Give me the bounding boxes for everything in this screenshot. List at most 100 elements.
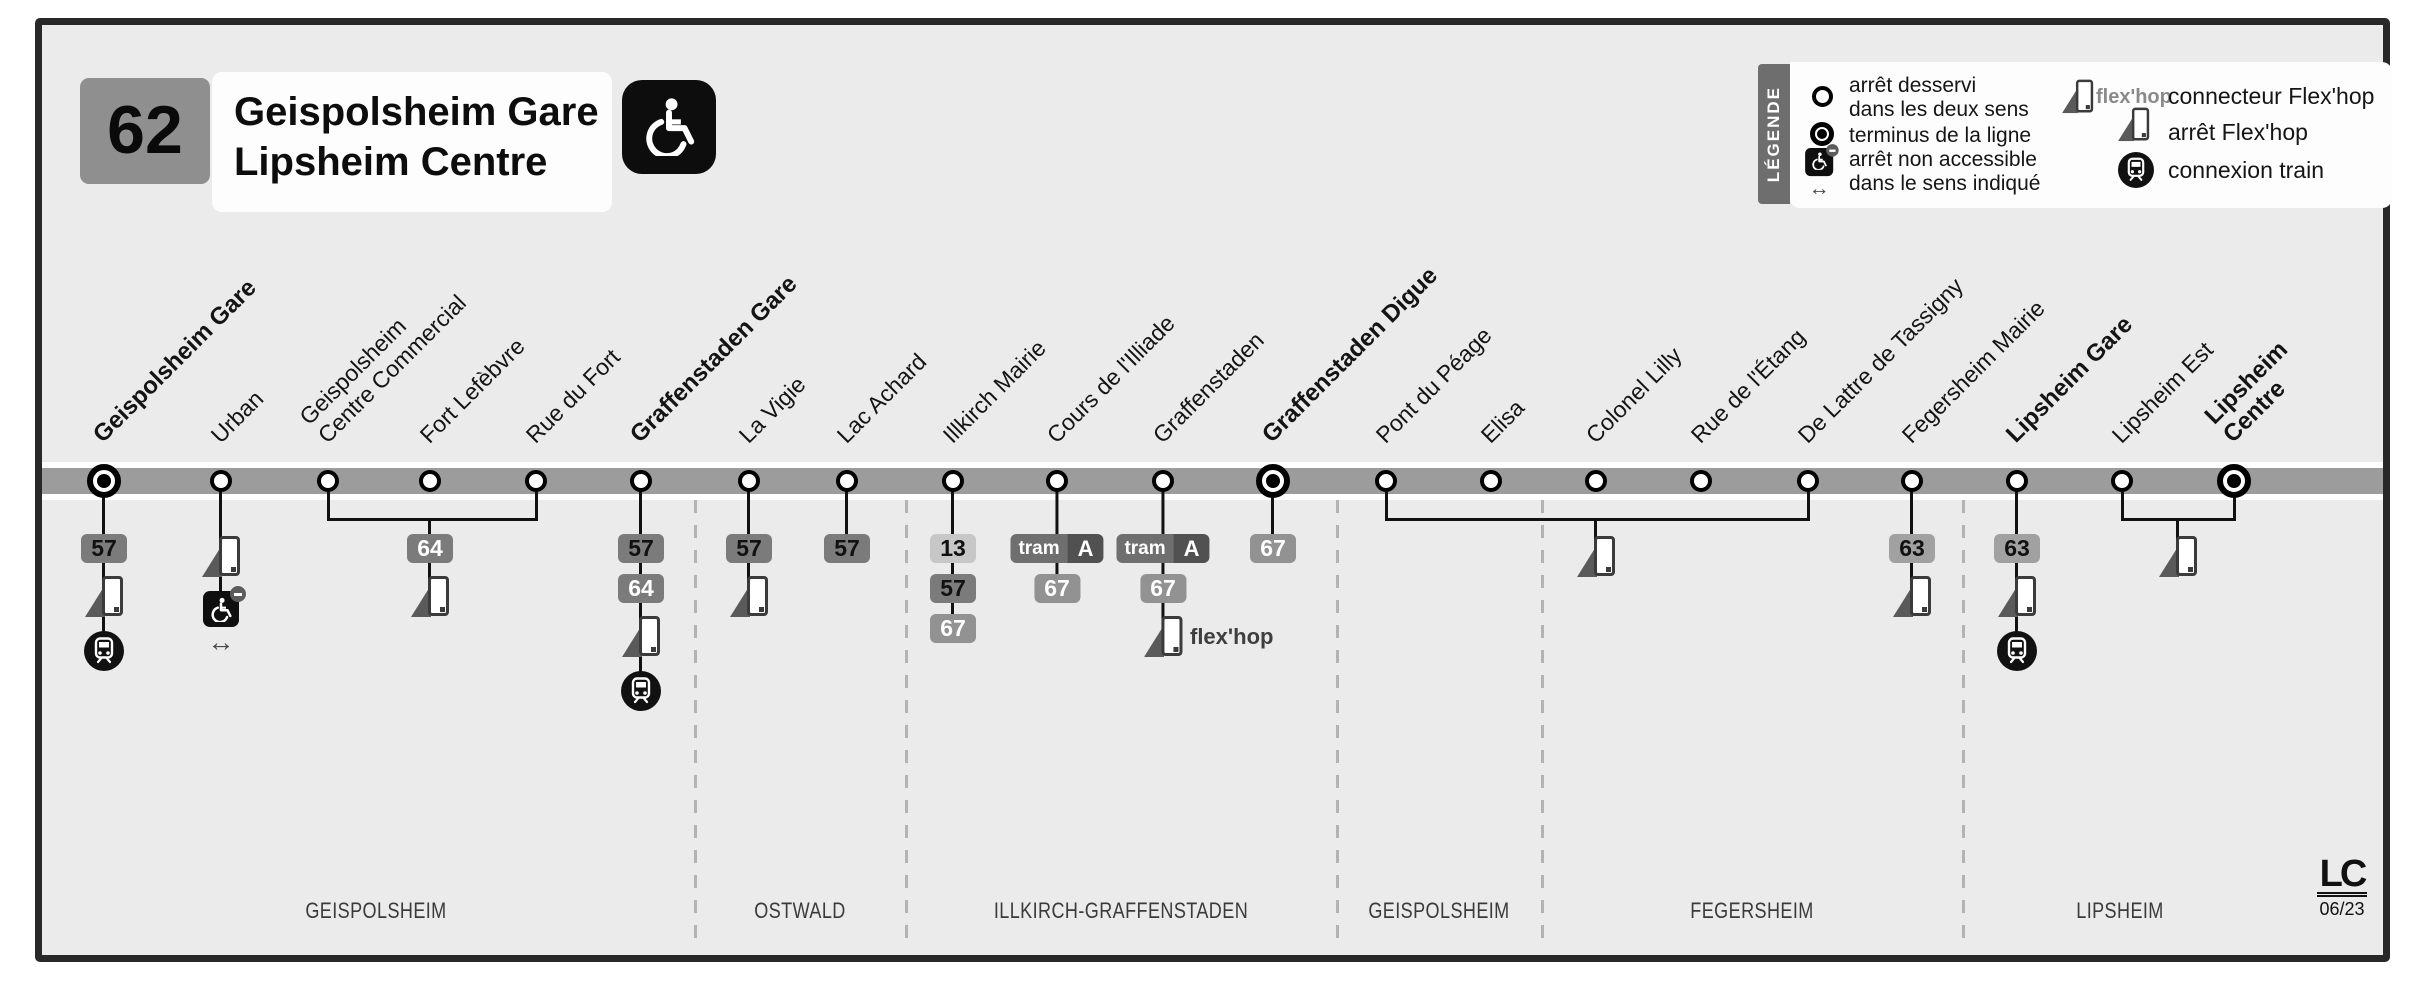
- connection-stack: 63: [1994, 488, 2040, 671]
- commune-separator: [693, 500, 697, 938]
- not-accessible-icon: ↔: [1802, 144, 1839, 201]
- flexhop-label: flex'hop: [1189, 624, 1274, 649]
- stop-circle: [210, 470, 232, 492]
- line-number-badge: 62: [80, 78, 210, 184]
- line-badge-57: 57: [726, 534, 772, 563]
- flexhop-stop-icon: [2118, 106, 2150, 144]
- stop-circle: [942, 470, 964, 492]
- stop-circle-icon: [1812, 86, 1833, 107]
- line-title-origin: Geispolsheim Gare: [234, 90, 599, 134]
- connection-stack: 67: [1250, 488, 1296, 563]
- train-icon: [2118, 152, 2154, 193]
- legend-item-stop: arrêt desservi dans les deux sens: [1849, 74, 2029, 121]
- flexhop-icon: [202, 534, 240, 580]
- flexhop-icon: [2159, 534, 2197, 580]
- minus-icon: [230, 586, 246, 602]
- flexhop-icon: [1998, 574, 2036, 620]
- stop-circle: [1480, 470, 1502, 492]
- line-title-box: Geispolsheim Gare Lipsheim Centre: [212, 72, 612, 212]
- flexhop-connector-icon: [2062, 78, 2094, 116]
- connection-stack: [1577, 521, 1615, 580]
- connection-stack: [2159, 521, 2197, 580]
- wheelchair-icon: [622, 80, 716, 174]
- stop-circle: [1375, 470, 1397, 492]
- legend-item-flexhop-stop: arrêt Flex'hop: [2168, 119, 2308, 145]
- legend-item-terminus: terminus de la ligne: [1849, 124, 2032, 147]
- legend-tab: LÉGENDE: [1758, 64, 1790, 204]
- line-badge-64: 64: [407, 534, 453, 563]
- line-badge-63: 63: [1994, 534, 2040, 563]
- line-badge-67: 67: [1250, 534, 1296, 563]
- line-badge-57: 57: [930, 574, 976, 603]
- terminus-stop-circle: [2217, 464, 2251, 498]
- line-badge-64: 64: [618, 574, 664, 603]
- commune-label: GEISPOLSHEIM: [305, 898, 447, 923]
- commune-label: LIPSHEIM: [2076, 898, 2164, 923]
- legend-item-train: connexion train: [2168, 157, 2324, 183]
- flexhop-icon: [1577, 534, 1615, 580]
- edition-date: 06/23: [2319, 899, 2365, 919]
- flexhop-icon: [622, 614, 660, 660]
- commune-separator: [904, 500, 908, 938]
- commune-label: ILLKIRCH-GRAFFENSTADEN: [993, 898, 1249, 923]
- connection-stack: tram A 67 flex'hop: [1116, 488, 1273, 660]
- flexhop-icon: flex'hop: [1143, 614, 1273, 660]
- stop-circle: [1046, 470, 1068, 492]
- legend-item-flexhop-connector: connecteur Flex'hop: [2168, 83, 2375, 109]
- train-icon: [84, 631, 124, 671]
- terminus-stop-circle: [1256, 464, 1290, 498]
- line-badge-63: 63: [1889, 534, 1935, 563]
- flexhop-icon: [85, 574, 123, 620]
- wheelchair-glyph: [638, 94, 700, 161]
- line-badge-13: 13: [930, 534, 976, 563]
- stop-circle: [1585, 470, 1607, 492]
- shared-connection-bracket: [1384, 492, 1810, 521]
- line-badge-57: 57: [824, 534, 870, 563]
- commune-separator: [1961, 500, 1965, 938]
- stop-circle: [836, 470, 858, 492]
- line-badge-57: 57: [618, 534, 664, 563]
- train-icon: [621, 671, 661, 711]
- logo-monogram: LC: [2316, 855, 2368, 897]
- flexhop-icon: [1893, 574, 1931, 620]
- connection-stack: 57: [824, 488, 870, 563]
- connection-stack: 57: [726, 488, 772, 620]
- connection-stack: tram A 67: [1010, 488, 1104, 603]
- stop-circle: [2111, 470, 2133, 492]
- stop-circle: [525, 470, 547, 492]
- designer-logo: LC 06/23: [2302, 855, 2382, 920]
- stop-circle: [1901, 470, 1923, 492]
- line-badge-67: 67: [1033, 574, 1080, 603]
- line-title-destination: Lipsheim Centre: [234, 140, 548, 184]
- stop-circle: [419, 470, 441, 492]
- commune-label: FEGERSHEIM: [1690, 898, 1814, 923]
- flexhop-wordmark: flex'hop: [2096, 86, 2172, 108]
- connection-stack: 64: [407, 521, 453, 620]
- stop-circle: [1797, 470, 1819, 492]
- line-badge-67: 67: [930, 614, 976, 643]
- stop-circle: [317, 470, 339, 492]
- terminus-circle-icon: [1810, 122, 1834, 146]
- commune-label: OSTWALD: [754, 898, 846, 923]
- not-accessible-icon: ↔: [199, 586, 246, 659]
- commune-label: GEISPOLSHEIM: [1368, 898, 1510, 923]
- connection-stack: 63: [1889, 488, 1935, 620]
- legend-item-not-accessible: arrêt non accessible dans le sens indiqu…: [1849, 148, 2041, 195]
- tram-line-badge: tram A: [1116, 534, 1210, 563]
- connection-stack: 57 64: [618, 488, 664, 711]
- commune-separator: [1335, 500, 1339, 938]
- minus-icon: [1826, 144, 1839, 157]
- stop-circle: [738, 470, 760, 492]
- tram-line-badge: tram A: [1010, 534, 1104, 563]
- shared-connection-bracket: [326, 492, 538, 521]
- line-badge-67: 67: [1139, 574, 1186, 603]
- stop-circle: [1152, 470, 1174, 492]
- legend-tab-label: LÉGENDE: [1764, 85, 1783, 183]
- flexhop-icon: [411, 574, 449, 620]
- terminus-stop-circle: [87, 464, 121, 498]
- commune-separator: [1540, 500, 1544, 938]
- connection-stack: ↔: [199, 488, 246, 659]
- stop-circle: [1690, 470, 1712, 492]
- shared-connection-bracket: [2120, 492, 2236, 521]
